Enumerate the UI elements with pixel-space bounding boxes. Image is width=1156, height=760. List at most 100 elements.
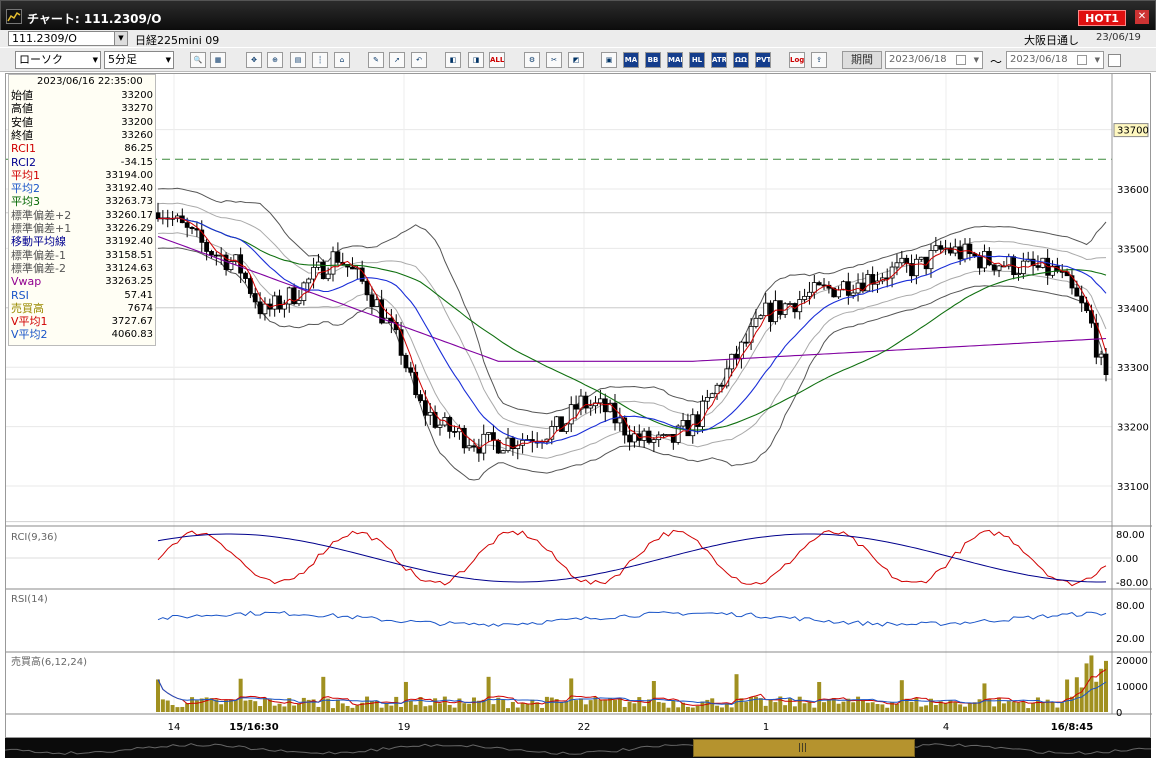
volume-bar xyxy=(389,705,394,712)
volume-bar xyxy=(442,696,447,712)
candle-body xyxy=(204,242,210,252)
interval-select[interactable]: 5分足 ▼ xyxy=(104,51,174,69)
export-icon[interactable]: ⇪ xyxy=(811,52,827,68)
volume-bar xyxy=(219,704,224,712)
candle-body xyxy=(262,303,268,315)
hot-badge[interactable]: HOT1 xyxy=(1078,10,1126,26)
price-tick-label: 33600 xyxy=(1117,185,1149,196)
volume-bar xyxy=(812,707,817,712)
candle-body xyxy=(948,247,953,254)
candles-icon[interactable]: ┆ xyxy=(312,52,328,68)
time-axis-label: 1 xyxy=(763,722,769,733)
candle-body xyxy=(982,250,987,269)
chevron-down-icon[interactable]: ▼ xyxy=(973,56,979,64)
ichimoku-button[interactable]: ΩΩ xyxy=(733,52,749,68)
candle-body xyxy=(418,394,423,402)
info-label: 安値 xyxy=(11,115,33,129)
tools-icon[interactable]: ✂ xyxy=(546,52,562,68)
ma-button[interactable]: MA xyxy=(623,52,639,68)
hl-button[interactable]: HL xyxy=(689,52,705,68)
info-row: 高値 33270 xyxy=(11,102,155,115)
info-row: RCI2 -34.15 xyxy=(11,156,155,169)
date-to-input[interactable]: 2023/06/18 ▼ xyxy=(1006,51,1104,69)
chevron-down-icon[interactable]: ▼ xyxy=(114,32,127,45)
log-button[interactable]: Log xyxy=(789,52,805,68)
candle-body xyxy=(1016,273,1021,276)
zoom-icon[interactable]: 🔍 xyxy=(190,52,206,68)
info-label: 平均3 xyxy=(11,195,40,209)
volume-bar xyxy=(715,705,720,712)
volume-bar xyxy=(1040,702,1045,712)
price-tick-label: 33300 xyxy=(1117,363,1149,374)
candle-body xyxy=(1103,353,1109,376)
candle-body xyxy=(155,212,161,220)
candle-body xyxy=(661,434,666,436)
info-label: 始値 xyxy=(11,89,33,102)
select-icon[interactable]: ➚ xyxy=(389,52,405,68)
volume-bar xyxy=(287,698,292,712)
period-button[interactable]: 期間 xyxy=(842,51,882,69)
volume-bar xyxy=(160,699,165,712)
info-value: 33158.51 xyxy=(105,249,153,261)
candle-body xyxy=(491,432,496,441)
pvt-button[interactable]: PVT xyxy=(755,52,771,68)
chevron-down-icon[interactable]: ▼ xyxy=(1094,56,1100,64)
mae-button[interactable]: MAE xyxy=(667,52,683,68)
candle-body xyxy=(549,426,555,440)
scroll-thumb[interactable]: ||| xyxy=(693,739,915,757)
window-titlebar[interactable]: チャート: 111.2309/O HOT1 ✕ xyxy=(0,0,1156,31)
candle-left-icon[interactable]: ◧ xyxy=(445,52,461,68)
candle-body xyxy=(471,445,477,448)
grid-icon[interactable]: ▤ xyxy=(290,52,306,68)
chart-area[interactable]: RCI(9,36) 80.00 0.00 -80.00 RSI(14) 80.00 20.0… xyxy=(5,73,1152,739)
volume-bar xyxy=(783,705,788,712)
calendar-icon[interactable] xyxy=(1077,55,1087,65)
volume-bar xyxy=(1021,701,1026,712)
volume-bar xyxy=(622,706,627,712)
candle-body xyxy=(933,245,939,251)
candle-body xyxy=(379,299,385,324)
volume-bar xyxy=(574,700,579,712)
session-date: 23/06/19 xyxy=(1096,32,1141,43)
volume-bar xyxy=(549,697,554,712)
price-chart-svg[interactable]: RCI(9,36) 80.00 0.00 -80.00 RSI(14) 80.00 20.0… xyxy=(6,74,1152,739)
all-button[interactable]: ALL xyxy=(489,52,505,68)
candle-body xyxy=(986,250,992,266)
volume-bar xyxy=(360,702,365,712)
symbol-select[interactable]: 111.2309/O ▼ xyxy=(8,31,128,46)
bb-button[interactable]: BB xyxy=(645,52,661,68)
pencil-icon[interactable]: ✎ xyxy=(368,52,384,68)
volume-bar xyxy=(282,706,287,712)
volume-bar xyxy=(928,698,933,712)
calendar-icon[interactable] xyxy=(956,55,966,65)
rci-tick-label: 0.00 xyxy=(1116,554,1138,565)
chart-type-value: ローソク xyxy=(19,53,63,66)
volume-bar xyxy=(170,705,175,712)
candle-body xyxy=(695,414,701,427)
atr-button[interactable]: ATR xyxy=(711,52,727,68)
time-scrollbar[interactable]: ||| xyxy=(5,738,1151,758)
volume-bar xyxy=(379,707,384,712)
date-from-input[interactable]: 2023/06/18 ▼ xyxy=(885,51,983,69)
chart-type-select[interactable]: ローソク ▼ xyxy=(15,51,101,69)
volume-bar xyxy=(306,699,311,712)
volume-bar xyxy=(617,697,622,712)
candle-body xyxy=(583,395,589,409)
volume-bar xyxy=(924,705,929,712)
volume-bar xyxy=(705,699,710,712)
close-icon[interactable]: ✕ xyxy=(1135,10,1149,24)
save-icon[interactable]: ▣ xyxy=(601,52,617,68)
layout-icon[interactable]: ▦ xyxy=(210,52,226,68)
lock-icon[interactable]: ⌂ xyxy=(334,52,350,68)
cursor-icon[interactable]: ✥ xyxy=(246,52,262,68)
rsi-tick-label: 80.00 xyxy=(1116,601,1145,612)
undo-icon[interactable]: ↶ xyxy=(411,52,427,68)
palette-icon[interactable]: ◩ xyxy=(568,52,584,68)
period-checkbox[interactable] xyxy=(1108,54,1121,67)
info-row: 終値 33260 xyxy=(11,129,155,142)
magnifier-icon[interactable]: ⊕ xyxy=(267,52,283,68)
candle-right-icon[interactable]: ◨ xyxy=(468,52,484,68)
volume-bar xyxy=(856,696,861,712)
settings-icon[interactable]: ⚙ xyxy=(524,52,540,68)
candle-body xyxy=(495,439,501,454)
